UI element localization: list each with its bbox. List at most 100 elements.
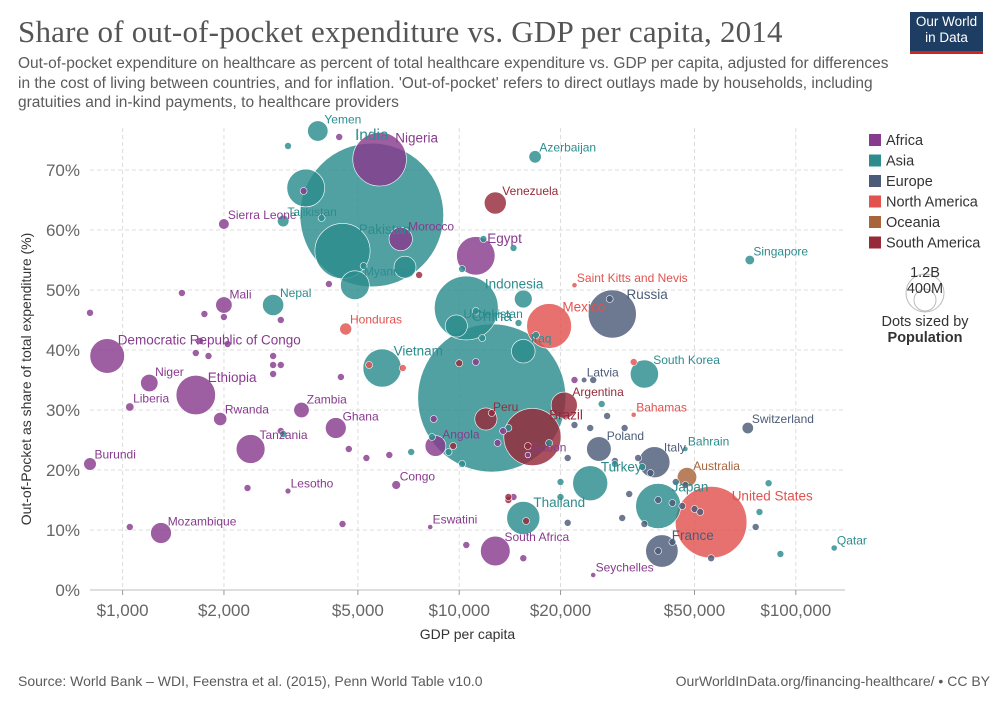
owid-logo[interactable]: Our World in Data xyxy=(910,12,983,54)
point-label-ethiopia: Ethiopia xyxy=(208,370,257,385)
data-point xyxy=(524,442,532,450)
data-point xyxy=(415,271,423,279)
size-legend-small-label: 400M xyxy=(907,281,943,297)
data-point xyxy=(764,479,773,488)
x-axis-label: GDP per capita xyxy=(420,626,516,642)
data-point xyxy=(269,352,277,360)
data-point-latvia xyxy=(580,376,588,384)
y-tick-label: 10% xyxy=(46,521,80,540)
data-point xyxy=(243,484,252,492)
data-point xyxy=(86,308,94,317)
point-label-lesotho: Lesotho xyxy=(291,476,334,490)
point-label-uzbekistan: Uzbekistan xyxy=(463,307,522,321)
data-point-lesotho xyxy=(284,487,292,495)
data-point xyxy=(462,541,471,549)
point-label-liberia: Liberia xyxy=(133,392,169,406)
data-point xyxy=(220,313,228,321)
data-point xyxy=(646,469,655,477)
data-point xyxy=(556,493,565,501)
data-point xyxy=(335,133,344,141)
point-label-gabon: Gabon xyxy=(530,441,566,455)
size-legend-large-circle xyxy=(905,273,945,313)
data-point xyxy=(532,331,540,339)
point-label-mali: Mali xyxy=(230,288,252,302)
data-point xyxy=(269,370,277,378)
data-point xyxy=(499,427,507,435)
x-tick-label: $50,000 xyxy=(664,601,725,620)
data-point xyxy=(545,439,553,447)
point-label-zambia: Zambia xyxy=(307,393,347,407)
data-point-iraq xyxy=(511,339,536,364)
data-point xyxy=(398,364,407,372)
data-point-bahrain xyxy=(682,446,689,452)
data-point xyxy=(284,142,292,150)
data-point xyxy=(449,442,458,450)
point-label-bahamas: Bahamas xyxy=(636,400,687,414)
data-point-singapore xyxy=(744,255,755,266)
data-point xyxy=(514,289,533,309)
data-point xyxy=(299,187,308,195)
data-point xyxy=(514,319,523,327)
point-label-united-states: United States xyxy=(732,489,813,504)
point-label-egypt: Egypt xyxy=(487,231,522,246)
point-label-seychelles: Seychelles xyxy=(596,561,654,575)
data-point-russia xyxy=(587,289,637,339)
data-point xyxy=(269,361,277,369)
logo-line-1: Our World xyxy=(915,14,978,29)
data-point xyxy=(707,554,715,563)
data-point-yemen xyxy=(307,120,329,142)
point-label-vietnam: Vietnam xyxy=(394,344,443,359)
data-point xyxy=(605,295,614,303)
y-tick-label: 20% xyxy=(46,461,80,480)
point-label-rwanda: Rwanda xyxy=(225,402,269,416)
data-point xyxy=(638,463,647,471)
point-label-angola: Angola xyxy=(442,427,480,441)
point-label-saint-kitts-and-nevis: Saint Kitts and Nevis xyxy=(577,271,688,285)
data-point-venezuela xyxy=(483,191,507,215)
data-point xyxy=(362,454,371,462)
data-point xyxy=(487,409,496,417)
data-point xyxy=(478,334,487,342)
data-point-azerbaijan xyxy=(528,150,542,164)
data-point xyxy=(755,508,764,516)
x-tick-label: $1,000 xyxy=(97,601,149,620)
data-point-italy xyxy=(638,446,671,479)
point-label-turkey: Turkey xyxy=(601,460,642,475)
data-point xyxy=(279,430,288,438)
license-link[interactable]: OurWorldInData.org/financing-healthcare/… xyxy=(675,673,990,689)
data-point xyxy=(317,214,326,222)
data-point xyxy=(519,554,528,563)
y-axis-label: Out-of-Pocket as share of total expendit… xyxy=(18,233,34,526)
x-tick-label: $5,000 xyxy=(332,601,384,620)
data-point-myanmar xyxy=(340,270,370,300)
y-tick-label: 50% xyxy=(46,281,80,300)
point-label-indonesia: Indonesia xyxy=(485,276,544,291)
data-point-niger xyxy=(140,373,159,392)
point-label-niger: Niger xyxy=(155,365,184,379)
point-label-france: France xyxy=(672,528,714,543)
chart-title: Share of out-of-pocket expenditure vs. G… xyxy=(18,14,783,49)
point-label-brazil: Brazil xyxy=(549,407,583,422)
data-point-egypt xyxy=(456,236,496,276)
point-label-tajikistan: Tajikistan xyxy=(287,205,336,219)
data-point-ethiopia xyxy=(175,374,216,415)
data-point xyxy=(192,349,200,357)
data-point xyxy=(678,502,687,510)
data-point xyxy=(671,478,680,486)
y-tick-label: 0% xyxy=(55,581,80,600)
data-point-turkey xyxy=(572,465,609,502)
point-label-south-africa: South Africa xyxy=(505,530,570,544)
y-tick-label: 30% xyxy=(46,401,80,420)
data-point xyxy=(563,454,572,462)
legend-label-europe: Europe xyxy=(886,174,933,190)
point-label-switzerland: Switzerland xyxy=(752,412,814,426)
data-point-argentina xyxy=(550,391,578,419)
data-point xyxy=(629,358,638,366)
data-point-thailand xyxy=(506,501,541,535)
data-point xyxy=(200,310,209,318)
data-point xyxy=(618,514,627,522)
data-point-congo xyxy=(391,480,401,490)
legend-label-oceania: Oceania xyxy=(886,215,941,231)
data-point-mali xyxy=(215,296,233,314)
point-label-sierra-leone: Sierra Leone xyxy=(228,208,297,222)
